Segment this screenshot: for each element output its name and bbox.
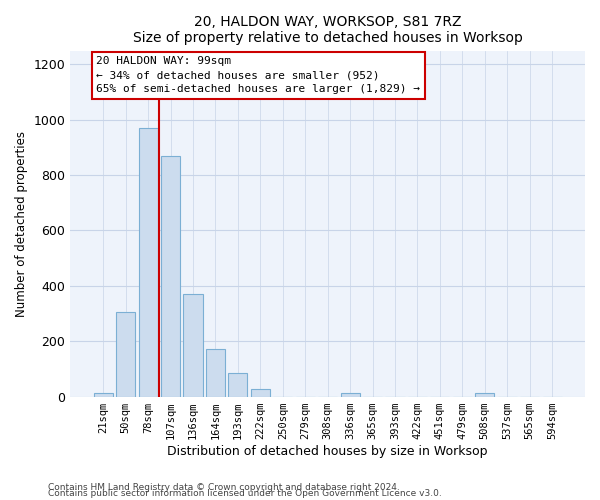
Bar [161, 156, 180, 396]
Bar [475, 394, 494, 396]
Y-axis label: Number of detached properties: Number of detached properties [15, 130, 28, 316]
Text: 20 HALDON WAY: 99sqm
← 34% of detached houses are smaller (952)
65% of semi-deta: 20 HALDON WAY: 99sqm ← 34% of detached h… [97, 56, 421, 94]
Bar [251, 389, 270, 396]
Text: Contains public sector information licensed under the Open Government Licence v3: Contains public sector information licen… [48, 490, 442, 498]
Bar [94, 394, 113, 396]
Bar [139, 128, 158, 396]
Bar [184, 294, 203, 396]
Bar [206, 349, 225, 397]
Title: 20, HALDON WAY, WORKSOP, S81 7RZ
Size of property relative to detached houses in: 20, HALDON WAY, WORKSOP, S81 7RZ Size of… [133, 15, 523, 45]
Bar [341, 394, 359, 396]
Bar [229, 373, 247, 396]
X-axis label: Distribution of detached houses by size in Worksop: Distribution of detached houses by size … [167, 444, 488, 458]
Bar [116, 312, 135, 396]
Text: Contains HM Land Registry data © Crown copyright and database right 2024.: Contains HM Land Registry data © Crown c… [48, 483, 400, 492]
